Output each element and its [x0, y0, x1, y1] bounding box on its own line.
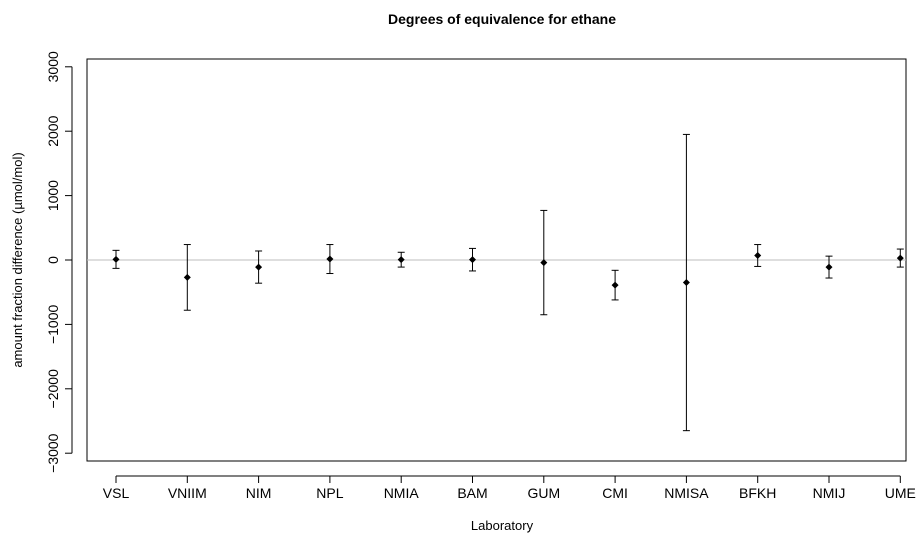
- x-tick-label-nmisa: NMISA: [664, 485, 709, 501]
- x-tick-label-bam: BAM: [457, 485, 487, 501]
- data-points: [112, 251, 904, 289]
- x-tick-label-nmia: NMIA: [384, 485, 420, 501]
- x-tick-label-cmi: CMI: [602, 485, 628, 501]
- y-tick-label: 3000: [45, 51, 61, 82]
- x-tick-label-vniim: VNIIM: [168, 485, 207, 501]
- x-axis: VSL VNIIM NIM NPL NMIA BAM GUM CMI NMISA BFKH NMIJ…: [103, 475, 916, 501]
- x-tick-label-ume: UME: [885, 485, 916, 501]
- point-cmi: [611, 281, 619, 289]
- point-bam: [469, 256, 476, 264]
- x-tick-label-npl: NPL: [316, 485, 343, 501]
- y-tick-label: −3000: [45, 433, 61, 473]
- point-vsl: [112, 255, 120, 263]
- x-tick-label-nim: NIM: [246, 485, 272, 501]
- point-nmisa: [682, 279, 690, 287]
- y-tick-label: −2000: [45, 369, 61, 409]
- y-tick-label: −1000: [45, 305, 61, 345]
- point-npl: [326, 255, 334, 263]
- point-bfkh: [754, 251, 762, 259]
- x-tick-label-bfkh: BFKH: [739, 485, 776, 501]
- y-tick-label: 2000: [45, 115, 61, 146]
- x-tick-label-gum: GUM: [527, 485, 560, 501]
- chart-title: Degrees of equivalence for ethane: [388, 11, 616, 27]
- x-axis-label: Laboratory: [471, 518, 534, 533]
- point-ume: [896, 254, 904, 262]
- point-nmia: [397, 256, 405, 264]
- x-tick-label-nmij: NMIJ: [813, 485, 846, 501]
- y-tick-label: 0: [45, 256, 61, 264]
- point-nim: [255, 263, 263, 271]
- y-axis: 3000 2000 1000 0 −1000 −2000 −3000: [45, 51, 73, 473]
- point-gum: [540, 259, 548, 267]
- y-axis-label: amount fraction difference (µmol/mol): [10, 152, 25, 367]
- point-nmij: [825, 263, 833, 271]
- point-vniim: [183, 273, 191, 281]
- y-tick-label: 1000: [45, 180, 61, 211]
- error-bars: [112, 133, 904, 432]
- x-tick-label-vsl: VSL: [103, 485, 130, 501]
